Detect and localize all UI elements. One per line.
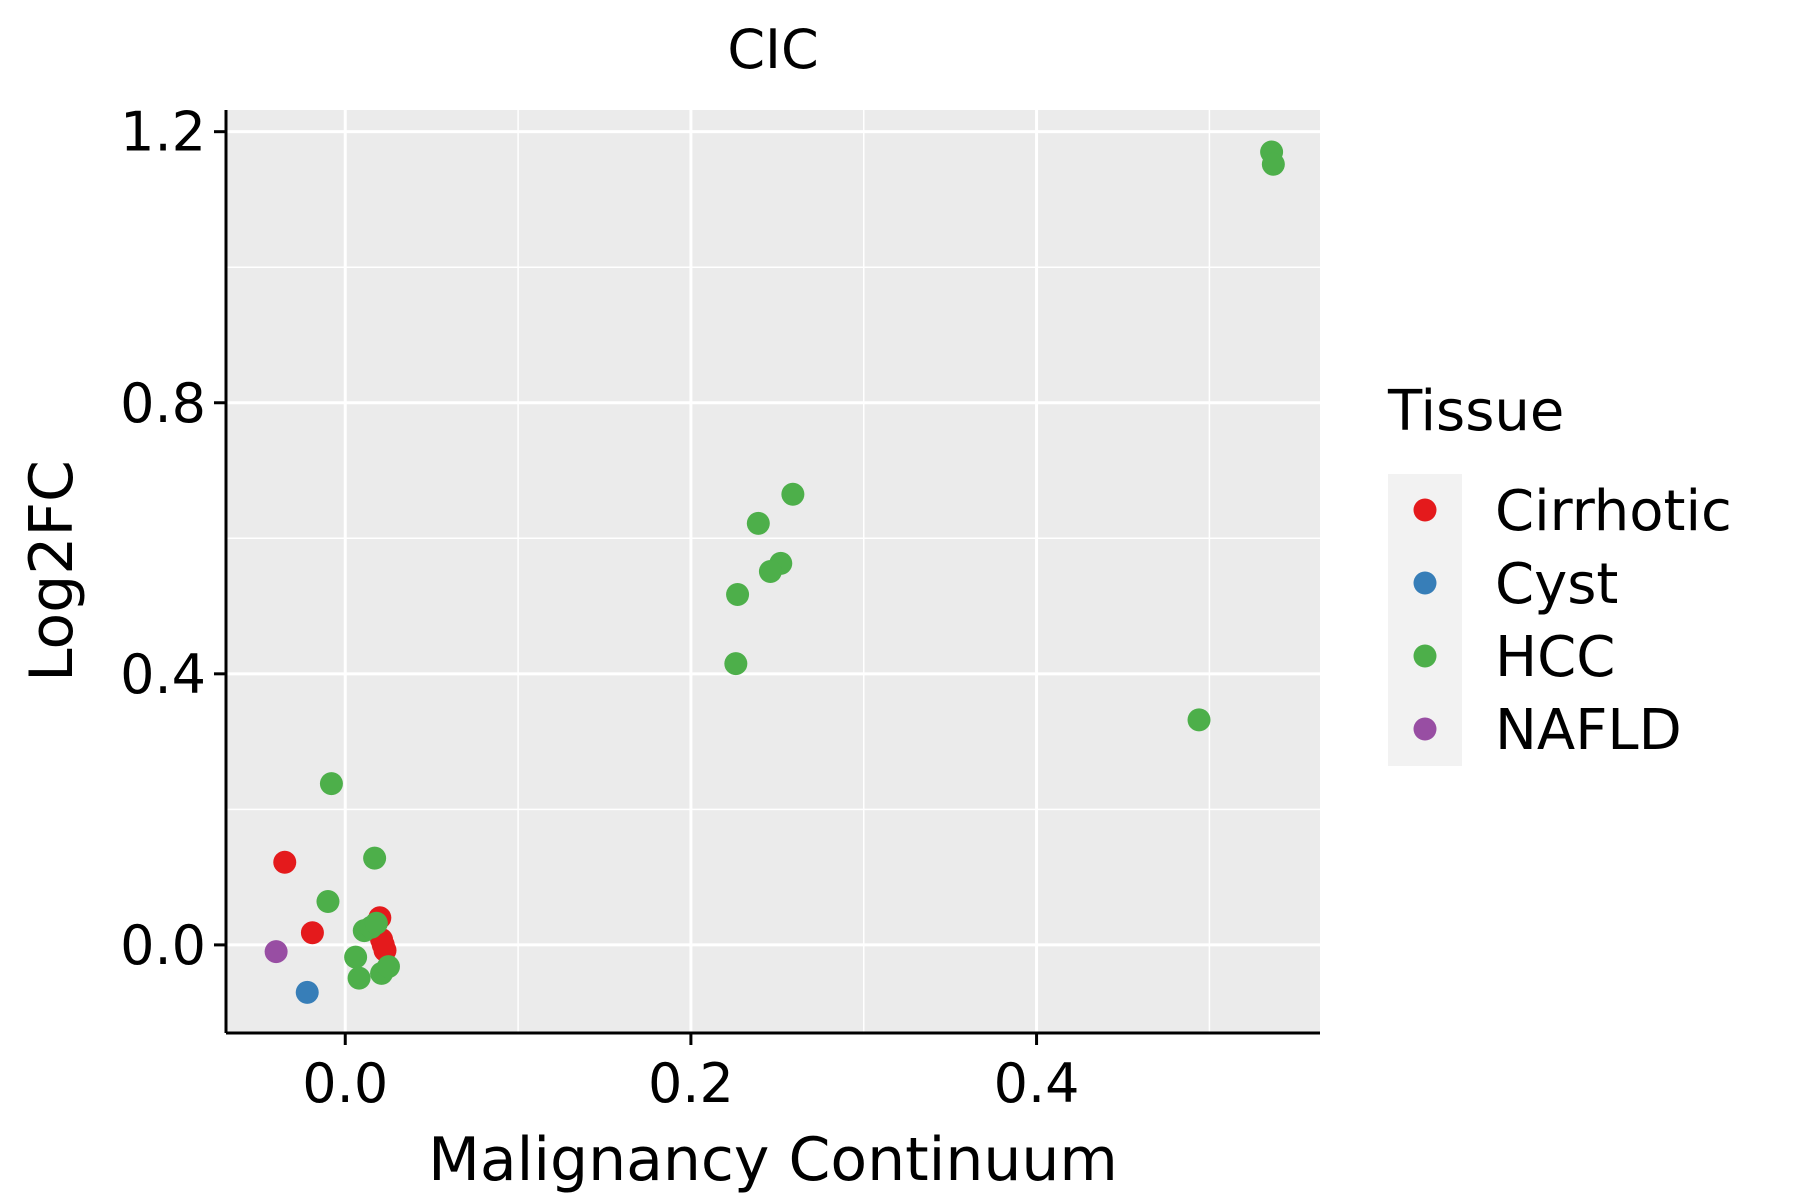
- point-hcc: [724, 652, 748, 676]
- y-tick-label: 1.2: [120, 101, 206, 164]
- chart-title: CIC: [727, 18, 818, 81]
- point-hcc: [1261, 152, 1285, 176]
- legend-key-nafld: [1413, 717, 1437, 741]
- x-tick-label: 0.4: [994, 1052, 1080, 1115]
- x-axis-title: Malignancy Continuum: [428, 1125, 1118, 1195]
- point-hcc: [344, 945, 368, 969]
- y-tick-label: 0.8: [120, 372, 206, 435]
- point-hcc: [319, 772, 343, 796]
- legend-key-hcc: [1413, 644, 1437, 668]
- y-axis-title: Log2FC: [17, 460, 87, 682]
- point-hcc: [726, 583, 750, 607]
- point-nafld: [264, 940, 288, 964]
- y-tick-label: 0.0: [120, 914, 206, 977]
- legend: Cirrhotic Cyst HCC NAFLD: [1413, 479, 1732, 763]
- point-hcc: [746, 511, 770, 535]
- point-cyst: [295, 980, 319, 1004]
- grid-minor-lines: [226, 110, 1320, 1033]
- point-hcc: [1187, 708, 1211, 732]
- x-tick-label: 0.2: [648, 1052, 734, 1115]
- legend-key-cirrhotic: [1413, 498, 1437, 522]
- data-points: [264, 140, 1285, 1004]
- point-cirrhotic: [273, 850, 297, 874]
- legend-label-cyst: Cyst: [1495, 552, 1618, 617]
- point-hcc: [363, 846, 387, 870]
- point-hcc: [316, 890, 340, 914]
- legend-key-background: [1388, 474, 1462, 766]
- legend-label-hcc: HCC: [1495, 625, 1615, 690]
- point-hcc: [781, 482, 805, 506]
- legend-label-nafld: NAFLD: [1495, 698, 1682, 763]
- point-hcc: [364, 911, 388, 935]
- point-hcc: [758, 560, 782, 583]
- point-hcc: [347, 966, 371, 990]
- x-tick-label: 0.0: [302, 1052, 388, 1115]
- legend-title: Tissue: [1387, 379, 1564, 444]
- point-cirrhotic: [300, 921, 324, 945]
- x-axis-ticks: 0.0 0.2 0.4: [302, 1033, 1080, 1115]
- y-tick-label: 0.4: [120, 643, 206, 706]
- point-hcc: [376, 955, 400, 979]
- legend-key-cyst: [1413, 571, 1437, 595]
- y-axis-ticks: 0.0 0.4 0.8 1.2: [120, 101, 226, 977]
- grid-major-lines: [226, 110, 1320, 1033]
- legend-label-cirrhotic: Cirrhotic: [1495, 479, 1732, 544]
